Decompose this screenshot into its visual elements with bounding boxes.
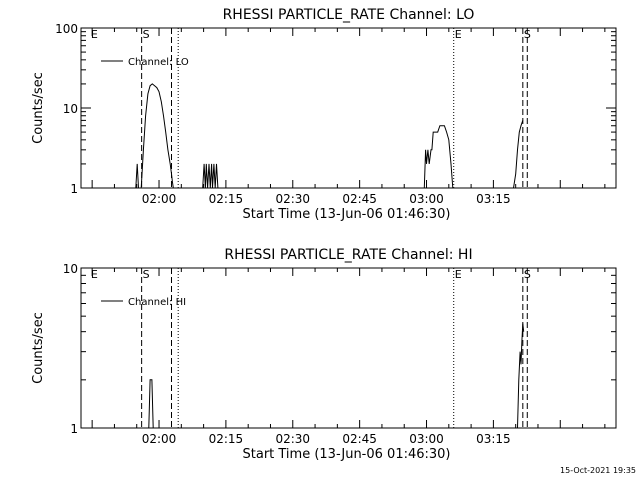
- y-axis-label: Counts/sec: [31, 312, 46, 384]
- chart-title: RHESSI PARTICLE_RATE Channel: HI: [224, 247, 472, 263]
- panel-hi: RHESSI PARTICLE_RATE Channel: HI 02:00 02:…: [31, 247, 617, 462]
- x-tick-label: 02:30: [275, 432, 310, 446]
- series-line: [423, 125, 454, 189]
- x-tick-label: 02:00: [142, 192, 177, 206]
- x-tick-label: 03:00: [409, 432, 444, 446]
- y-tick-label: 10: [63, 102, 78, 116]
- series-line: [517, 323, 525, 429]
- y-axis-label: Counts/sec: [31, 72, 46, 144]
- series-line: [135, 83, 174, 189]
- series-line: [513, 120, 524, 189]
- x-tick-label: 02:00: [142, 432, 177, 446]
- y-tick-label: 1: [70, 182, 78, 196]
- y-tick-label: 1: [70, 422, 78, 436]
- plot-frame: [80, 27, 617, 189]
- x-tick-label: 03:15: [476, 192, 511, 206]
- series-line: [202, 163, 219, 189]
- x-tick-label: 03:15: [476, 432, 511, 446]
- x-tick-label: 02:15: [209, 432, 244, 446]
- x-tick-label: 03:00: [409, 192, 444, 206]
- marker-label-e: E: [91, 268, 98, 281]
- y-tick-label: 100: [55, 22, 78, 36]
- x-tick-label: 02:30: [275, 192, 310, 206]
- marker-label-s: S: [143, 28, 150, 41]
- marker-label-e: E: [455, 28, 462, 41]
- x-tick-label: 02:45: [342, 192, 377, 206]
- footer-timestamp: 15-Oct-2021 19:35: [560, 466, 636, 475]
- x-axis-label: Start Time (13-Jun-06 01:46:30): [243, 207, 451, 222]
- y-tick-label: 10: [63, 262, 78, 276]
- chart-title: RHESSI PARTICLE_RATE Channel: LO: [223, 7, 475, 23]
- panel-lo: RHESSI PARTICLE_RATE Channel: LO 02:00 02:…: [31, 7, 617, 222]
- x-tick-label: 02:45: [342, 432, 377, 446]
- marker-label-s: S: [143, 268, 150, 281]
- marker-label-s: S: [524, 268, 531, 281]
- series-line: [148, 379, 155, 429]
- legend-label: Channel: LO: [128, 57, 189, 68]
- marker-label-e: E: [91, 28, 98, 41]
- x-tick-label: 02:15: [209, 192, 244, 206]
- plot-frame: [80, 267, 617, 429]
- x-axis-label: Start Time (13-Jun-06 01:46:30): [243, 447, 451, 462]
- marker-label-e: E: [455, 268, 462, 281]
- legend-label: Channel: HI: [128, 297, 186, 308]
- marker-label-s: S: [524, 28, 531, 41]
